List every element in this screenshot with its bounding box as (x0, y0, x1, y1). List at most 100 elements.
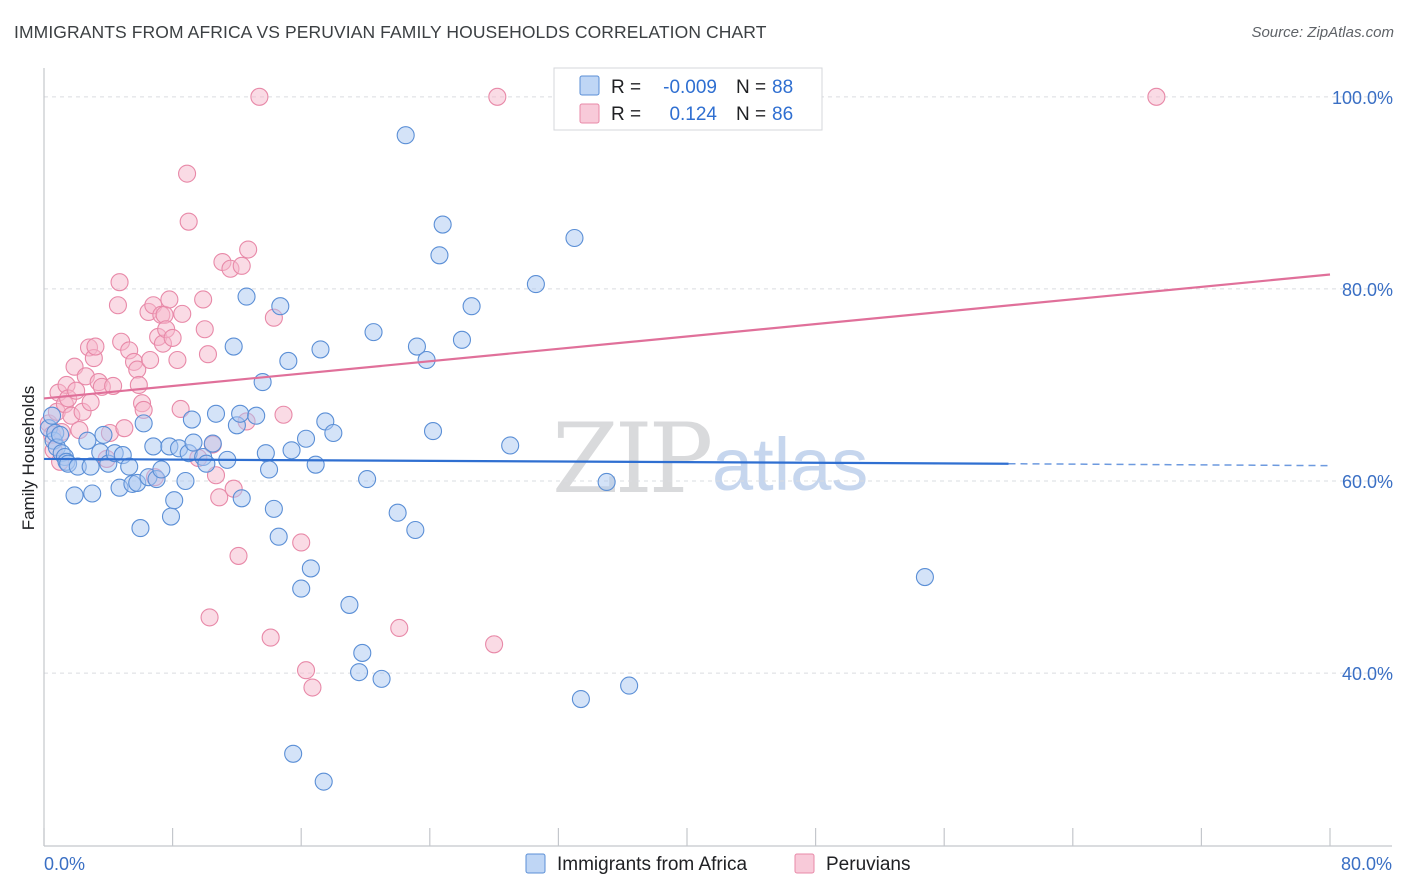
africa-point (452, 330, 472, 349)
legend-r-value-africa: -0.009 (663, 77, 717, 98)
africa-point (526, 275, 545, 294)
africa-point (407, 337, 426, 356)
africa-point (42, 406, 62, 425)
peruvians-point (488, 87, 507, 106)
legend-r-label-africa: R = (611, 77, 641, 98)
legend-n-value-africa: 88 (772, 77, 793, 98)
watermark-atlas: atlas (712, 423, 868, 506)
africa-point (565, 228, 584, 248)
africa-point (284, 744, 303, 763)
peruvians-point (110, 273, 129, 292)
legend-n-label-africa: N = (736, 77, 766, 98)
africa-point (311, 340, 330, 359)
peruvians-point (86, 337, 105, 356)
africa-point (264, 499, 283, 518)
africa-point (292, 579, 311, 598)
peruvians-point (108, 296, 127, 315)
x-tick-label-min: 0.0% (44, 854, 85, 874)
peruvians-point (168, 350, 187, 370)
africa-point (340, 595, 359, 614)
africa-point (279, 351, 298, 371)
africa-point (282, 441, 301, 460)
peruvians-point (232, 256, 251, 275)
series-legend-label-peruvians: Peruvians (826, 854, 911, 875)
series-legend-swatch-peruvians (794, 853, 815, 874)
africa-point (232, 489, 251, 508)
peruvians-point (178, 164, 197, 183)
africa-point (433, 215, 452, 234)
y-tick-label: 100.0% (1332, 88, 1393, 108)
africa-point (184, 433, 203, 452)
series-legend: Immigrants from Africa Peruvians (525, 853, 911, 875)
africa-point (237, 287, 256, 306)
africa-point (231, 404, 250, 423)
africa-point (165, 491, 184, 510)
peruvians-point (390, 618, 409, 638)
legend-swatch-africa (579, 75, 600, 96)
africa-point (120, 457, 139, 476)
africa-point (247, 406, 266, 425)
africa-point (353, 643, 372, 662)
peruvians-point (163, 328, 182, 347)
peruvians-point (104, 376, 123, 395)
series-legend-swatch-africa (525, 853, 546, 874)
africa-point (65, 486, 84, 505)
africa-point (134, 414, 153, 433)
africa-point (597, 472, 616, 492)
africa-point (269, 527, 288, 546)
africa-point (372, 669, 391, 688)
peruvians-point (250, 87, 269, 106)
africa-point (364, 323, 383, 342)
peruvians-point (179, 212, 198, 231)
legend-r-label-peruvians: R = (611, 104, 641, 125)
peruvians-point (210, 488, 229, 507)
africa-point (131, 519, 150, 538)
peruvians-point (292, 533, 311, 552)
watermark-zip: ZIP (552, 403, 711, 515)
x-tick-label-max: 80.0% (1341, 854, 1392, 874)
peruvians-point (194, 290, 213, 309)
africa-point (406, 520, 425, 540)
peruvians-point (141, 350, 160, 370)
peruvians-point (173, 304, 192, 323)
africa-trend-line (43, 457, 1009, 465)
peruvians-point (274, 405, 293, 424)
africa-point (430, 246, 449, 265)
peruvians-point (1147, 87, 1166, 106)
africa-point (462, 297, 481, 316)
africa-point (423, 422, 443, 441)
africa-point (81, 457, 100, 476)
series-legend-label-africa: Immigrants from Africa (557, 854, 747, 875)
legend-n-label-peruvians: N = (736, 104, 766, 125)
africa-points (39, 126, 934, 791)
chart-title: IMMIGRANTS FROM AFRICA VS PERUVIAN FAMIL… (14, 22, 767, 42)
africa-point (94, 425, 113, 444)
peruvians-point (198, 345, 218, 364)
africa-point (78, 431, 97, 450)
legend-swatch-peruvians (579, 103, 600, 124)
africa-point (83, 484, 102, 503)
peruvians-point (239, 240, 258, 259)
legend-r-value-peruvians: 0.124 (669, 104, 717, 125)
africa-point (350, 663, 369, 682)
africa-point (271, 297, 290, 316)
y-axis-title: Family Households (19, 386, 38, 531)
africa-point (51, 425, 70, 444)
x-tick-marks (43, 828, 1331, 846)
peruvians-point (195, 320, 214, 339)
peruvians-point (296, 661, 316, 680)
peruvians-point (115, 419, 134, 438)
africa-point (915, 568, 934, 587)
peruvians-point (303, 678, 322, 697)
africa-point (301, 559, 320, 578)
africa-point (571, 689, 590, 709)
y-tick-labels: 40.0% 60.0% 80.0% 100.0% (1332, 88, 1393, 684)
peruvians-point (160, 290, 179, 309)
y-tick-label: 40.0% (1342, 664, 1393, 684)
africa-point (501, 436, 520, 455)
africa-point (176, 471, 195, 491)
peruvians-point (81, 393, 100, 412)
y-tick-label: 60.0% (1342, 472, 1393, 492)
peruvians-point (261, 628, 280, 647)
